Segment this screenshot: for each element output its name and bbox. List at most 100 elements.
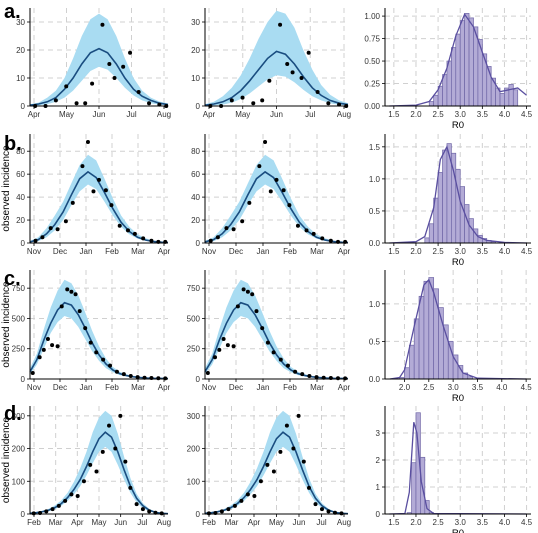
- observed-point: [221, 337, 226, 342]
- observed-point: [44, 509, 49, 514]
- observed-point: [123, 459, 128, 464]
- observed-point: [278, 22, 283, 27]
- histogram-bar: [455, 168, 461, 244]
- observed-point: [107, 62, 112, 66]
- y-tick-label: 0: [21, 239, 26, 248]
- histogram-bar: [408, 344, 415, 380]
- x-tick-label: 2.5: [433, 247, 445, 256]
- observed-point: [271, 350, 276, 355]
- observed-point: [94, 350, 99, 355]
- y-tick-label: 0.50: [364, 57, 380, 66]
- y-tick-label: 2: [376, 456, 381, 465]
- confidence-band: [205, 410, 348, 514]
- x-tick-label: Feb: [202, 518, 216, 527]
- observed-point: [291, 446, 296, 451]
- observed-point: [339, 511, 344, 516]
- observed-point: [320, 236, 325, 241]
- y-tick-label: 0.25: [364, 80, 380, 89]
- observed-point: [55, 344, 60, 349]
- x-tick-label: 3.5: [477, 518, 489, 527]
- observed-point: [240, 95, 245, 100]
- observed-point: [239, 498, 244, 503]
- x-tick-label: 2.5: [433, 518, 445, 527]
- observed-point: [265, 462, 270, 467]
- observed-point: [235, 304, 240, 309]
- observed-point: [231, 227, 236, 232]
- observed-point: [81, 479, 86, 484]
- y-tick-label: 1.5: [369, 143, 381, 152]
- observed-point: [83, 326, 88, 331]
- x-tick-label: May: [235, 110, 250, 119]
- observed-point: [274, 177, 279, 182]
- panel-b-3: 1.5 2.0 2.5 3.0 3.5 4.0 4.5 0.0 0.5 1.0 1.5 R0: [369, 134, 533, 268]
- observed-point: [252, 494, 257, 498]
- observed-point: [281, 188, 286, 193]
- observed-point: [59, 304, 64, 309]
- x-tick-label: 4.0: [499, 247, 511, 256]
- x-tick-label: Apr: [248, 518, 261, 527]
- y-tick-label: 0: [376, 510, 381, 519]
- y-axis-title: observed incidence: [1, 416, 12, 503]
- observed-point: [45, 337, 50, 342]
- observed-point: [41, 347, 46, 352]
- y-tick-label: 1.0: [369, 300, 381, 309]
- y-tick-label: 10: [191, 74, 200, 83]
- y-tick-label: 300: [12, 412, 26, 421]
- confidence-band: [30, 13, 168, 107]
- observed-point: [278, 449, 283, 454]
- observed-point: [107, 423, 112, 428]
- density-line: [389, 145, 527, 244]
- observed-point: [311, 231, 316, 236]
- panel-b-2: Nov Dec Jan Feb Mar Apr 0 20 40 60 80: [191, 134, 351, 256]
- observed-point: [208, 238, 213, 243]
- observed-point: [284, 423, 289, 428]
- histogram-bar: [455, 33, 461, 107]
- observed-point: [63, 219, 68, 224]
- x-tick-label: Apr: [71, 518, 84, 527]
- observed-point: [77, 309, 82, 314]
- observed-point: [307, 485, 311, 490]
- x-tick-label: Nov: [202, 383, 216, 392]
- observed-point: [250, 292, 255, 297]
- y-tick-label: 750: [187, 284, 201, 293]
- observed-point: [263, 140, 268, 145]
- x-tick-label: Jan: [257, 383, 270, 392]
- x-axis-title: R0: [452, 120, 464, 131]
- y-tick-label: 0: [21, 102, 26, 111]
- observed-point: [258, 479, 263, 484]
- x-tick-label: Mar: [225, 518, 239, 527]
- x-tick-label: Jan: [257, 247, 270, 256]
- observed-point: [73, 292, 78, 297]
- observed-point: [271, 469, 276, 474]
- panel-d-2: Feb Mar Apr May Jun Jul Aug 0 100 200 300: [187, 406, 351, 527]
- observed-point: [90, 81, 95, 86]
- x-tick-label: 4.5: [521, 518, 533, 527]
- observed-point: [232, 503, 237, 508]
- x-tick-label: 3.0: [448, 383, 460, 392]
- x-tick-label: Feb: [27, 518, 41, 527]
- observed-point: [40, 235, 45, 240]
- x-tick-label: 3.5: [477, 247, 489, 256]
- observed-point: [306, 50, 311, 55]
- observed-point: [65, 287, 70, 292]
- x-tick-label: Jul: [305, 110, 315, 119]
- observed-point: [257, 164, 262, 169]
- x-tick-label: Dec: [53, 247, 67, 256]
- x-tick-label: Mar: [131, 247, 145, 256]
- x-tick-label: Apr: [158, 383, 171, 392]
- y-tick-label: 40: [16, 193, 25, 202]
- observed-point: [301, 459, 306, 464]
- confidence-band: [205, 279, 348, 379]
- y-tick-label: 0.0: [369, 375, 381, 384]
- histogram-bar: [442, 74, 448, 107]
- y-tick-label: 0: [196, 102, 201, 111]
- observed-point: [56, 503, 61, 508]
- observed-point: [69, 289, 74, 294]
- x-tick-label: Jun: [293, 518, 306, 527]
- observed-point: [117, 223, 122, 228]
- density-line: [389, 12, 528, 107]
- observed-point: [224, 226, 229, 231]
- x-tick-label: Feb: [105, 383, 119, 392]
